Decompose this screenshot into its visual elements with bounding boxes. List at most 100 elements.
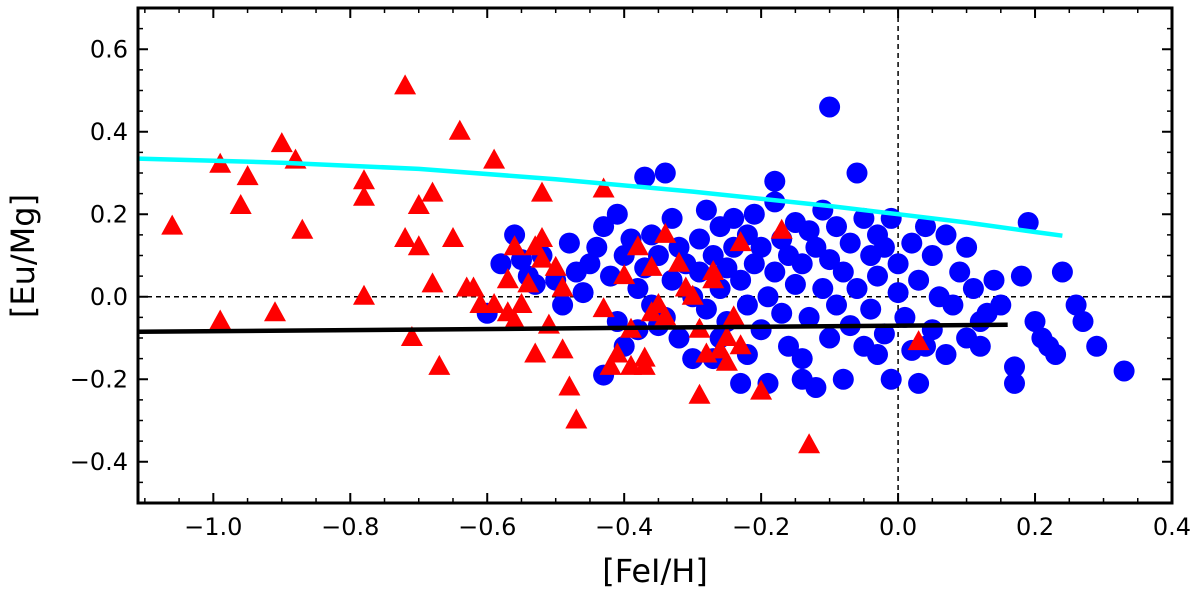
triangle-point bbox=[544, 255, 567, 276]
triangle-point bbox=[448, 119, 471, 140]
triangle-point bbox=[517, 272, 540, 293]
circle-point bbox=[990, 294, 1012, 316]
triangle-point bbox=[462, 276, 485, 297]
triangle-point bbox=[503, 235, 526, 256]
y-axis-label: [Eu/Mg] bbox=[4, 194, 42, 318]
triangle-point bbox=[531, 181, 553, 202]
circle-point bbox=[1065, 294, 1087, 316]
x-tick-label: −0.6 bbox=[458, 513, 516, 541]
circle-point bbox=[743, 253, 765, 275]
circle-point bbox=[613, 245, 635, 266]
circle-point bbox=[1004, 356, 1025, 378]
triangle-point bbox=[483, 293, 506, 313]
circle-point bbox=[682, 348, 704, 370]
circle-point bbox=[730, 372, 752, 394]
circle-point bbox=[798, 306, 820, 328]
circle-point bbox=[558, 232, 580, 254]
triangle-point bbox=[442, 227, 464, 247]
circle-point bbox=[504, 224, 526, 246]
circle-point bbox=[784, 273, 806, 295]
circle-point bbox=[832, 261, 854, 283]
triangle-point bbox=[209, 309, 232, 330]
triangle-point bbox=[702, 268, 725, 289]
triangle-point bbox=[531, 247, 553, 268]
triangle-point bbox=[626, 235, 649, 256]
triangle-point bbox=[524, 342, 547, 363]
circle-point bbox=[819, 249, 841, 271]
circle-point bbox=[956, 236, 978, 258]
circle-point bbox=[908, 372, 930, 394]
circle-point bbox=[750, 236, 772, 258]
circle-point bbox=[805, 377, 827, 398]
triangle-point bbox=[613, 264, 636, 285]
triangle-point bbox=[407, 194, 430, 214]
circle-point bbox=[826, 216, 847, 238]
triangle-point bbox=[421, 181, 444, 202]
circle-point bbox=[771, 302, 793, 324]
triangle-point bbox=[729, 334, 752, 355]
y-tick-label: −0.2 bbox=[70, 365, 128, 393]
circle-point bbox=[490, 253, 512, 275]
circle-point bbox=[908, 269, 930, 291]
circle-point bbox=[791, 348, 813, 370]
triangle-point bbox=[407, 235, 430, 256]
circle-point bbox=[743, 203, 765, 225]
circle-point bbox=[935, 224, 957, 246]
circle-point bbox=[716, 257, 738, 279]
y-tick-label: 0.0 bbox=[90, 283, 128, 311]
upper-trend-line bbox=[137, 156, 1063, 238]
circle-point bbox=[654, 162, 676, 184]
triangle-point bbox=[770, 218, 793, 239]
y-tick-label: 0.4 bbox=[90, 118, 128, 146]
triangle-point bbox=[592, 297, 615, 318]
circle-point bbox=[819, 96, 841, 118]
triangle-point bbox=[229, 194, 252, 214]
circle-point bbox=[915, 216, 936, 238]
circle-point bbox=[873, 323, 895, 345]
circle-point bbox=[983, 269, 1005, 291]
triangle-point bbox=[428, 354, 451, 375]
circle-point bbox=[860, 298, 882, 320]
circle-point bbox=[935, 344, 957, 365]
circle-point bbox=[873, 236, 895, 258]
circle-point bbox=[723, 207, 745, 229]
circle-point bbox=[1045, 344, 1067, 365]
circle-point bbox=[819, 327, 841, 349]
circle-point bbox=[750, 319, 772, 341]
triangle-point bbox=[565, 408, 588, 429]
triangle-point bbox=[715, 350, 738, 371]
triangle-point bbox=[394, 74, 417, 95]
triangle-point bbox=[551, 338, 574, 359]
triangle-point bbox=[640, 255, 663, 276]
triangle-point bbox=[483, 148, 506, 169]
triangle-point bbox=[715, 326, 738, 346]
x-axis-label: [FeI/H] bbox=[602, 552, 708, 590]
circle-point bbox=[579, 253, 601, 275]
triangle-point bbox=[353, 284, 375, 305]
triangle-point bbox=[503, 309, 526, 330]
triangle-point bbox=[551, 276, 574, 297]
triangle-point bbox=[654, 305, 677, 326]
triangle-point bbox=[633, 354, 656, 375]
circle-point bbox=[593, 216, 615, 238]
circle-point bbox=[606, 203, 628, 225]
x-tick-label: −0.4 bbox=[595, 513, 653, 541]
circle-point bbox=[1072, 311, 1094, 332]
x-tick-label: −1.0 bbox=[184, 513, 242, 541]
triangle-point bbox=[654, 222, 677, 243]
circle-point bbox=[839, 232, 861, 254]
circle-point bbox=[661, 269, 683, 291]
triangle-point bbox=[496, 268, 519, 289]
circle-point bbox=[764, 261, 786, 283]
lower-trend-line bbox=[137, 322, 1008, 335]
circle-point bbox=[812, 278, 834, 299]
x-tick-label: 0.2 bbox=[1016, 513, 1054, 541]
circle-point bbox=[826, 294, 847, 316]
circle-point bbox=[668, 327, 690, 349]
circle-point bbox=[1086, 335, 1108, 357]
circle-point bbox=[730, 269, 752, 291]
x-tick-label: 0.0 bbox=[879, 513, 917, 541]
triangle-point bbox=[291, 218, 314, 239]
circle-point bbox=[867, 344, 888, 365]
